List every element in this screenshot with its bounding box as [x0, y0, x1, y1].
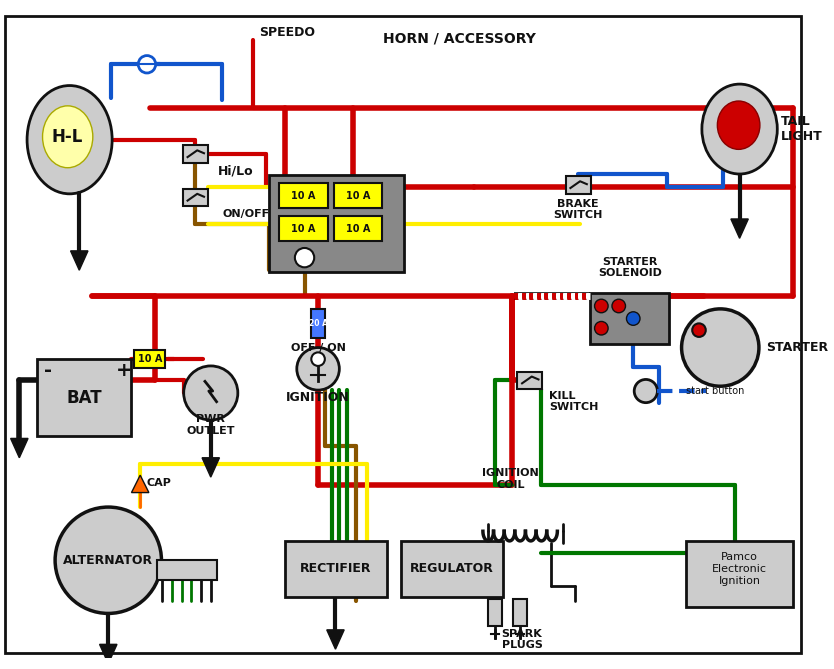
Bar: [279, 183, 328, 208]
Text: PWR
OUTLET: PWR OUTLET: [187, 414, 235, 436]
Text: +: +: [115, 361, 132, 380]
Text: 20 A: 20 A: [309, 319, 328, 328]
Text: ALTERNATOR: ALTERNATOR: [63, 554, 153, 567]
Bar: [686, 541, 793, 607]
Bar: [590, 294, 669, 344]
Polygon shape: [327, 630, 344, 649]
Text: -: -: [44, 361, 53, 380]
Circle shape: [295, 248, 314, 268]
Bar: [285, 541, 387, 597]
Text: CAP: CAP: [147, 478, 172, 488]
Circle shape: [692, 323, 706, 337]
Text: IGNITION: IGNITION: [286, 391, 350, 404]
Bar: [269, 175, 404, 272]
Text: 10 A: 10 A: [138, 354, 162, 364]
Bar: [157, 560, 217, 579]
Text: REGULATOR: REGULATOR: [409, 563, 494, 575]
Text: KILL
SWITCH: KILL SWITCH: [549, 391, 599, 413]
Circle shape: [626, 312, 640, 325]
Text: HORN / ACCESSORY: HORN / ACCESSORY: [383, 31, 535, 45]
Bar: [183, 189, 208, 207]
Text: OFF / ON: OFF / ON: [290, 343, 345, 353]
Circle shape: [311, 353, 324, 366]
Bar: [183, 145, 208, 163]
Text: Pamco
Electronic
Ignition: Pamco Electronic Ignition: [712, 553, 767, 585]
Polygon shape: [731, 219, 748, 238]
Text: STARTER: STARTER: [766, 341, 828, 354]
Polygon shape: [132, 475, 149, 492]
Text: STARTER
SOLENOID: STARTER SOLENOID: [599, 256, 662, 278]
Bar: [514, 599, 527, 626]
Text: RECTIFIER: RECTIFIER: [299, 563, 371, 575]
Bar: [37, 359, 132, 436]
Text: Hi/Lo: Hi/Lo: [218, 164, 254, 177]
Circle shape: [55, 507, 162, 613]
Circle shape: [634, 379, 657, 403]
Polygon shape: [11, 438, 28, 458]
Circle shape: [297, 348, 339, 390]
Bar: [311, 309, 324, 338]
Ellipse shape: [43, 106, 93, 168]
Text: ON/OFF: ON/OFF: [223, 209, 269, 219]
Bar: [134, 351, 165, 368]
Text: SPARK
PLUGS: SPARK PLUGS: [501, 629, 542, 650]
Circle shape: [138, 56, 156, 73]
Text: 10 A: 10 A: [345, 191, 370, 201]
Text: H-L: H-L: [52, 128, 83, 146]
Bar: [565, 177, 590, 194]
Text: start button: start button: [686, 386, 745, 396]
Circle shape: [183, 366, 238, 420]
Text: BRAKE
SWITCH: BRAKE SWITCH: [554, 199, 603, 220]
Text: SPEEDO: SPEEDO: [259, 26, 315, 39]
Polygon shape: [202, 458, 219, 477]
Text: IGNITION
COIL: IGNITION COIL: [482, 468, 539, 490]
Circle shape: [681, 309, 759, 386]
Text: 10 A: 10 A: [291, 223, 316, 233]
Circle shape: [612, 299, 626, 312]
Bar: [334, 183, 382, 208]
Bar: [401, 541, 503, 597]
Bar: [488, 599, 502, 626]
Text: TAIL
LIGHT: TAIL LIGHT: [781, 115, 823, 143]
Text: 10 A: 10 A: [345, 223, 370, 233]
Text: BAT: BAT: [66, 389, 102, 407]
Text: 10 A: 10 A: [291, 191, 316, 201]
Ellipse shape: [702, 84, 777, 174]
Bar: [517, 372, 542, 389]
Circle shape: [595, 321, 608, 335]
Bar: [279, 216, 328, 242]
Polygon shape: [71, 251, 88, 270]
Bar: [334, 216, 382, 242]
Ellipse shape: [27, 86, 112, 194]
Ellipse shape: [717, 101, 760, 149]
Circle shape: [595, 299, 608, 312]
Polygon shape: [99, 644, 117, 664]
